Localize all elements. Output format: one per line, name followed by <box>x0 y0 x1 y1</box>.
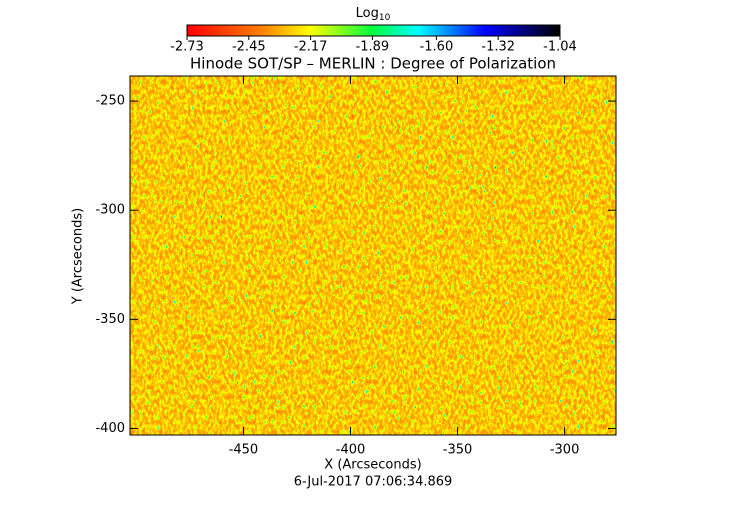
heatmap-image <box>130 76 616 435</box>
plot-frame <box>129 75 617 436</box>
colorbar <box>186 24 561 37</box>
colorbar-tick-label: -2.73 <box>170 40 204 55</box>
timestamp: 6-Jul-2017 07:06:34.869 <box>294 475 453 490</box>
x-axis-label: X (Arcseconds) <box>324 458 421 473</box>
y-tick-label: -250 <box>95 94 125 109</box>
y-tick-label: -350 <box>95 312 125 327</box>
colorbar-tick-label: -2.17 <box>294 40 328 55</box>
y-axis-label: Y (Arcseconds) <box>71 208 86 305</box>
colorbar-title-text: Log <box>356 6 379 21</box>
y-tick-label: -400 <box>95 421 125 436</box>
chart-title: Hinode SOT/SP – MERLIN : Degree of Polar… <box>190 55 556 73</box>
colorbar-tick-label: -1.04 <box>543 40 577 55</box>
colorbar-title: Log10 <box>356 6 391 23</box>
x-tick-label: -450 <box>229 443 259 458</box>
colorbar-tick-label: -2.45 <box>232 40 266 55</box>
colorbar-title-subscript: 10 <box>379 13 391 23</box>
colorbar-tick-label: -1.60 <box>420 40 454 55</box>
y-tick-label: -300 <box>95 203 125 218</box>
x-tick-label: -300 <box>550 443 580 458</box>
colorbar-tick-label: -1.89 <box>356 40 390 55</box>
x-tick-label: -400 <box>336 443 366 458</box>
colorbar-tick-label: -1.32 <box>481 40 515 55</box>
x-tick-label: -350 <box>443 443 473 458</box>
